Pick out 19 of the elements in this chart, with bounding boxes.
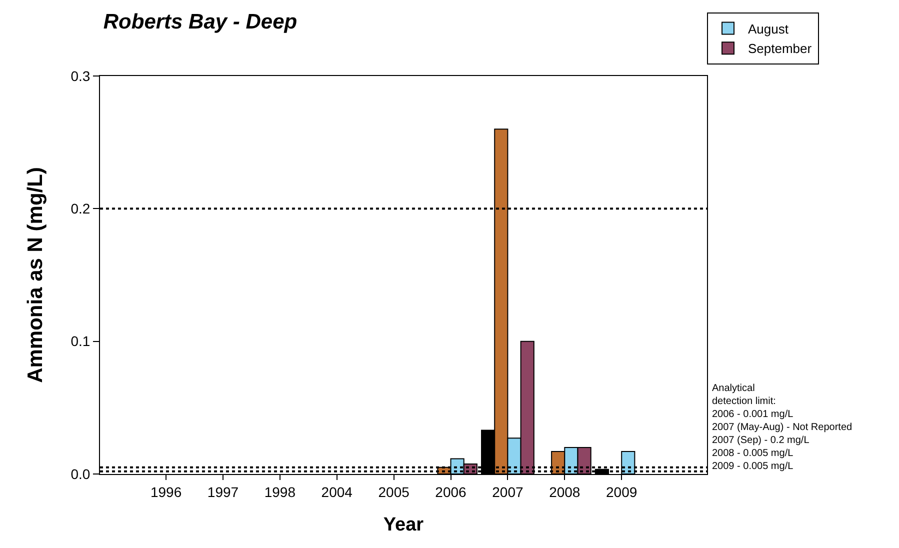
x-tick-label: 2006 bbox=[435, 484, 467, 500]
legend-label: September bbox=[748, 41, 812, 56]
x-tick-label: 2008 bbox=[549, 484, 580, 500]
x-tick-label: 1997 bbox=[207, 484, 239, 500]
y-tick-label: 0.1 bbox=[70, 333, 90, 350]
x-tick-label: 2005 bbox=[378, 484, 410, 500]
x-axis-title: Year bbox=[383, 514, 424, 536]
x-tick-label: 2004 bbox=[321, 484, 353, 500]
x-tick-label: 1996 bbox=[150, 484, 182, 500]
y-tick-label: 0.0 bbox=[70, 466, 90, 482]
x-tick-label: 1998 bbox=[264, 484, 296, 500]
chart-title: Roberts Bay - Deep bbox=[103, 10, 298, 34]
x-tick-label: 2009 bbox=[606, 484, 638, 500]
legend-label: August bbox=[748, 21, 789, 36]
text: Analytical detection limit: 2006 - 0.001 mg/L 2007 (May-Aug) - Not Reported 2007 (Sep) - 0.2 mg/L 2008 - 0.005 mg/L 2009 - 0.005 mg/L bbox=[712, 383, 852, 472]
y-tick-label: 0.2 bbox=[70, 200, 90, 217]
x-tick-label: 2007 bbox=[492, 484, 524, 500]
y-tick-label: 0.3 bbox=[70, 68, 90, 84]
y-axis-title: Ammonia as N (mg/L) bbox=[24, 167, 47, 383]
